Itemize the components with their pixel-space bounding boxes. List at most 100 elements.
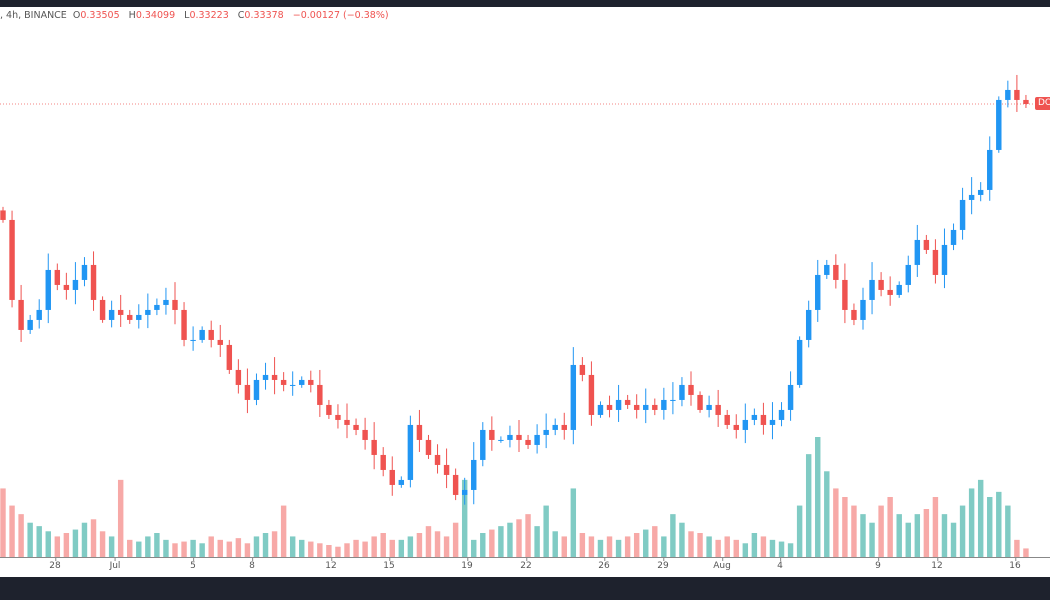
volume-bar [652,526,658,557]
candle-body [1014,89,1020,100]
candle-body [108,309,115,320]
volume-bar [543,505,549,557]
candle-body [253,379,260,400]
time-tick: 5 [190,558,196,571]
candle-body [570,364,577,430]
candle-body [905,264,911,285]
candle-body [760,414,767,425]
volume-bar [805,454,812,557]
candle-body [661,399,667,410]
volume-bar [914,514,921,557]
candle-body [615,399,622,410]
volume-bar [434,531,441,557]
ohlc-legend: , 4h, BINANCE O0.33505 H0.34099 L0.33223… [0,10,395,21]
candle-body [434,454,441,465]
candle-body [452,474,459,495]
candle-body [914,239,921,265]
candle-body [181,309,187,340]
volume-bar [371,536,377,557]
candle-body [796,339,803,385]
candle-body [443,464,450,475]
candle-body [688,384,694,395]
candle-body [289,384,296,386]
volume-bar [959,505,966,557]
candle-body [54,269,61,285]
volume-bar [769,539,776,557]
volume-bar [950,522,957,557]
candle-body [235,369,242,385]
volume-bar [181,541,187,557]
volume-bar [443,536,450,557]
change-value: −0.00127 (−0.38%) [292,10,389,21]
volume-bar [624,536,631,557]
candle-body [398,479,405,485]
candle-body [652,404,658,410]
volume-bar [163,539,169,557]
candle-body [489,429,495,440]
candle-body [199,329,205,340]
volume-bar [127,539,133,557]
candle-body [27,319,33,330]
candle-body [968,194,975,200]
volume-bar [869,522,875,557]
candle-body [389,469,395,485]
candle-body [380,454,386,470]
candle-body [742,419,749,430]
volume-bar [932,497,939,557]
volume-bar [145,536,151,557]
time-axis[interactable]: 28 Jul 5 8 12 15 19 22 26 29 Aug 4 9 12 16 [0,557,1050,578]
volume-bar [452,522,459,557]
volume-bar [887,497,893,557]
candle-body [45,269,51,310]
candle-body [190,339,196,341]
time-tick: 12 [931,558,943,571]
time-tick: 9 [875,558,881,571]
candle-body [878,279,884,290]
volume-bar [353,539,359,557]
volume-bar [289,536,296,557]
candle-body [733,424,739,430]
volume-bar [507,522,513,557]
volume-bar [633,533,640,557]
volume-bar [226,541,233,557]
open-label: O [72,10,81,21]
volume-bar [108,536,115,557]
candle-body [643,404,649,410]
volume-bar [860,514,866,557]
high-label: H [128,10,136,21]
volume-bar [271,531,278,557]
volume-bar [923,509,930,557]
volume-bar [796,505,803,557]
time-tick: 4 [777,558,783,571]
candle-body [63,284,70,290]
candle-body [208,329,214,340]
high-value: 0.34099 [135,10,176,21]
volume-bar [308,541,314,557]
candle-body [226,344,233,370]
candle-body [362,429,368,440]
candle-body [633,404,640,410]
price-chart[interactable] [0,7,1050,557]
volume-bar [724,536,730,557]
time-tick: 19 [461,558,473,571]
volume-bar [407,536,414,557]
volume-bar [815,437,821,557]
volume-bar [751,533,758,557]
time-tick: 16 [1009,558,1021,571]
candle-body [280,379,287,385]
candle-body [516,434,522,440]
candle-body [851,309,857,320]
time-tick: 8 [249,558,255,571]
candle-body [353,424,359,430]
candle-body [606,404,613,410]
volume-bar [27,522,33,557]
candle-body [498,439,504,441]
volume-bar [72,529,79,557]
candle-body [371,439,377,455]
candle-body [996,99,1002,150]
candle-body [724,414,730,425]
volume-bar [679,522,685,557]
low-label: L [184,10,190,21]
candle-body [271,374,278,380]
candle-body [18,299,24,330]
